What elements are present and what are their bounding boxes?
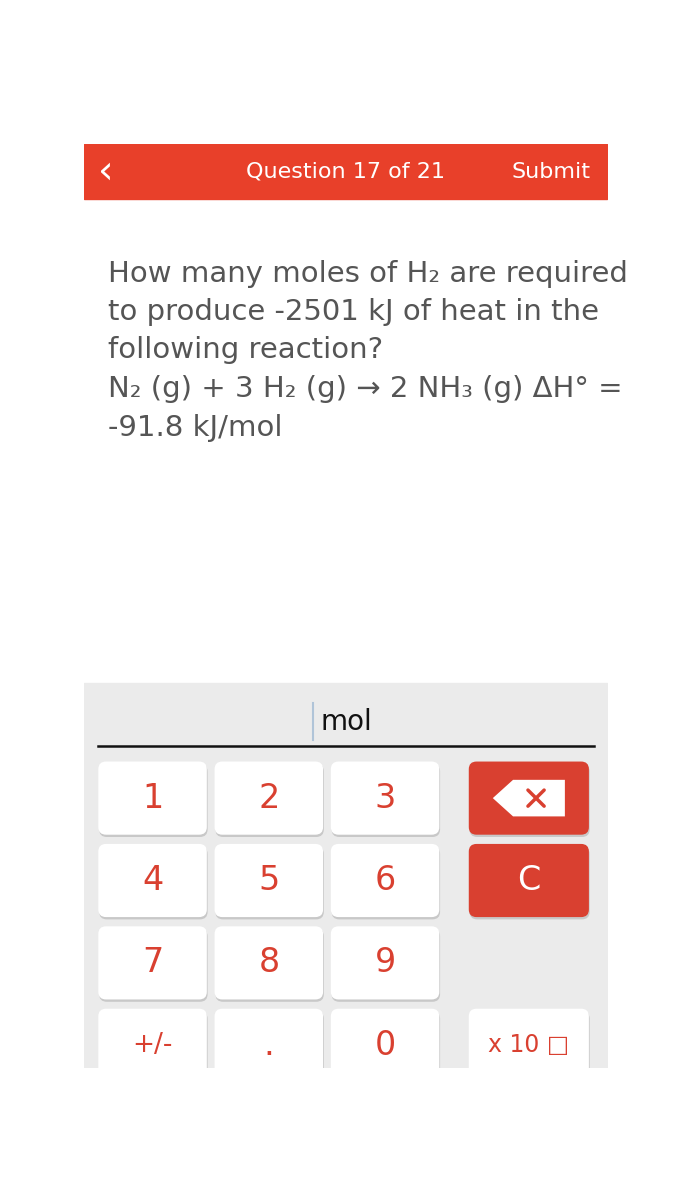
FancyBboxPatch shape bbox=[99, 1009, 207, 1082]
Text: 1: 1 bbox=[142, 781, 163, 815]
FancyBboxPatch shape bbox=[468, 844, 589, 917]
Text: to produce -2501 kJ of heat in the: to produce -2501 kJ of heat in the bbox=[107, 298, 599, 326]
Bar bbox=[84, 144, 608, 199]
Text: .: . bbox=[263, 1028, 274, 1062]
Text: N₂ (g) + 3 H₂ (g) → 2 NH₃ (g) ΔH° =: N₂ (g) + 3 H₂ (g) → 2 NH₃ (g) ΔH° = bbox=[107, 374, 622, 403]
Text: 4: 4 bbox=[142, 864, 163, 898]
FancyBboxPatch shape bbox=[331, 929, 440, 1002]
FancyBboxPatch shape bbox=[99, 1012, 208, 1084]
Text: 9: 9 bbox=[375, 947, 396, 979]
FancyBboxPatch shape bbox=[215, 1012, 324, 1084]
Text: 6: 6 bbox=[375, 864, 396, 898]
Text: following reaction?: following reaction? bbox=[107, 336, 383, 365]
Text: C: C bbox=[517, 864, 541, 898]
FancyBboxPatch shape bbox=[215, 926, 323, 1000]
FancyBboxPatch shape bbox=[331, 1012, 440, 1084]
FancyBboxPatch shape bbox=[99, 929, 208, 1002]
FancyBboxPatch shape bbox=[331, 764, 440, 838]
FancyBboxPatch shape bbox=[215, 844, 323, 917]
Text: 8: 8 bbox=[259, 947, 279, 979]
FancyBboxPatch shape bbox=[99, 844, 207, 917]
FancyBboxPatch shape bbox=[99, 926, 207, 1000]
FancyBboxPatch shape bbox=[99, 764, 208, 838]
Text: x 10 □: x 10 □ bbox=[488, 1033, 570, 1057]
Text: +/-: +/- bbox=[132, 1032, 173, 1058]
Text: Question 17 of 21: Question 17 of 21 bbox=[246, 162, 446, 181]
FancyBboxPatch shape bbox=[99, 762, 207, 835]
FancyBboxPatch shape bbox=[470, 846, 590, 919]
Text: -91.8 kJ/mol: -91.8 kJ/mol bbox=[107, 414, 282, 442]
FancyBboxPatch shape bbox=[470, 764, 590, 838]
Text: 7: 7 bbox=[142, 947, 163, 979]
Text: How many moles of H₂ are required: How many moles of H₂ are required bbox=[107, 259, 628, 288]
Text: 5: 5 bbox=[259, 864, 279, 898]
FancyBboxPatch shape bbox=[215, 1009, 323, 1082]
FancyBboxPatch shape bbox=[331, 762, 439, 835]
Text: 3: 3 bbox=[375, 781, 396, 815]
FancyBboxPatch shape bbox=[215, 762, 323, 835]
FancyBboxPatch shape bbox=[331, 1009, 439, 1082]
FancyBboxPatch shape bbox=[331, 926, 439, 1000]
Polygon shape bbox=[493, 780, 565, 816]
FancyBboxPatch shape bbox=[215, 764, 324, 838]
FancyBboxPatch shape bbox=[468, 1009, 589, 1082]
Text: Submit: Submit bbox=[512, 162, 591, 181]
FancyBboxPatch shape bbox=[99, 846, 208, 919]
Text: mol: mol bbox=[321, 708, 373, 736]
Text: 2: 2 bbox=[258, 781, 279, 815]
FancyBboxPatch shape bbox=[468, 762, 589, 835]
FancyBboxPatch shape bbox=[215, 846, 324, 919]
FancyBboxPatch shape bbox=[331, 846, 440, 919]
Bar bbox=[84, 683, 608, 1068]
Bar bbox=[84, 199, 608, 683]
FancyBboxPatch shape bbox=[470, 1012, 590, 1084]
Text: 0: 0 bbox=[375, 1028, 396, 1062]
FancyBboxPatch shape bbox=[331, 844, 439, 917]
Text: ‹: ‹ bbox=[99, 152, 114, 191]
FancyBboxPatch shape bbox=[215, 929, 324, 1002]
